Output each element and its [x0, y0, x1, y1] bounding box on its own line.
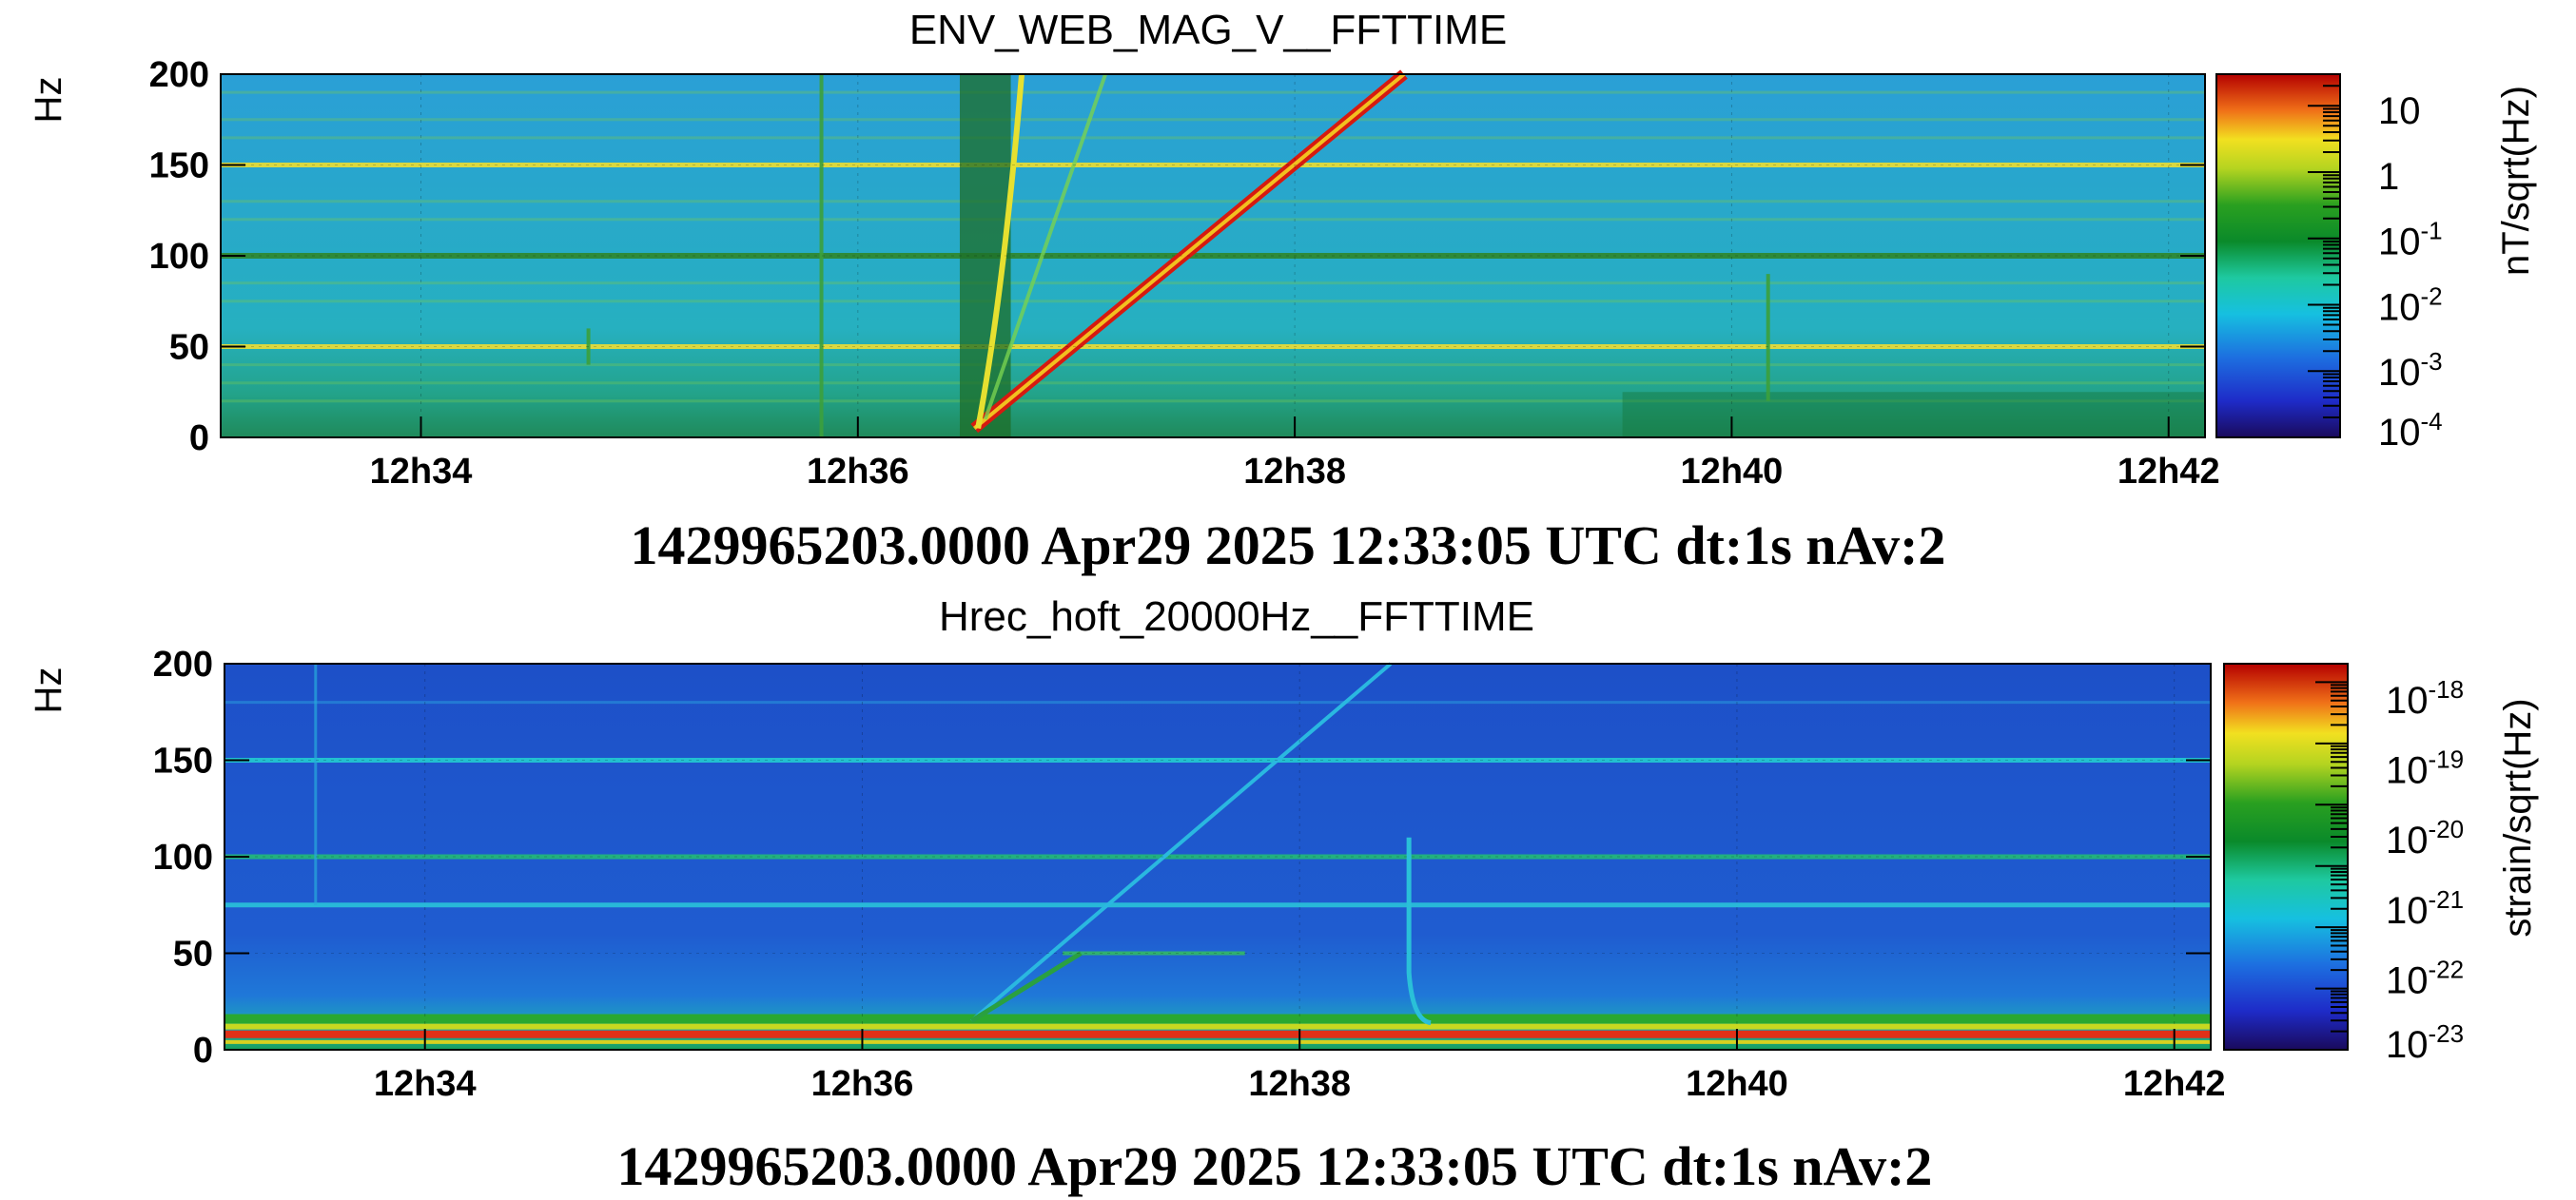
y-tick-label: 100 — [149, 237, 209, 277]
chirp — [970, 662, 1393, 1023]
panel-1-plot-area — [220, 69, 2206, 438]
colorbar-tick-label: 10-22 — [2386, 955, 2464, 1001]
panel-1-y-axis-label: Hz — [28, 77, 69, 124]
y-tick-label: 200 — [153, 645, 213, 685]
x-tick-label: 12h38 — [1243, 452, 1346, 492]
colorbar-tick-label: 10-2 — [2378, 281, 2443, 328]
y-tick-label: 150 — [149, 146, 209, 186]
panel-2-title: Hrec_hoft_20000Hz__FFTTIME — [939, 593, 1534, 640]
glitch — [1406, 837, 1432, 1026]
panel-2-colorbar-gradient — [2223, 663, 2349, 1051]
panel-1-colorbar-gradient — [2215, 73, 2341, 438]
y-tick-label: 0 — [193, 1031, 213, 1071]
y-tick-label: 200 — [149, 55, 209, 95]
x-tick-label: 12h36 — [807, 452, 909, 492]
x-tick-label: 12h42 — [2123, 1064, 2226, 1104]
panel-1-footer: 1429965203.0000 Apr29 2025 12:33:05 UTC … — [631, 514, 1946, 576]
colorbar-tick-label: 10 — [2378, 90, 2421, 132]
y-tick-label: 150 — [153, 742, 213, 782]
panel-2-y-ticks: 0 50 100 150 200 — [153, 645, 2211, 1071]
colorbar-tick-label: 1 — [2378, 156, 2399, 198]
x-tick-label: 12h36 — [811, 1064, 914, 1104]
y-tick-label: 50 — [173, 935, 213, 975]
panel-1: ENV_WEB_MAG_V__FFTTIME Hz 0 50 100 150 200 1… — [28, 7, 2537, 576]
panel-1-colorbar-label: nT/sqrt(Hz) — [2495, 86, 2537, 276]
colorbar-tick-label: 10-21 — [2386, 885, 2464, 932]
x-tick-label: 12h40 — [1686, 1064, 1788, 1104]
panel-1-title: ENV_WEB_MAG_V__FFTTIME — [909, 7, 1507, 53]
colorbar-tick-label: 10-1 — [2378, 217, 2443, 263]
low-freq-noise — [1622, 392, 2205, 437]
colorbar-tick-label: 10-18 — [2386, 675, 2464, 722]
colorbar-tick-label: 10-19 — [2386, 745, 2464, 792]
colorbar-tick-label: 10-3 — [2378, 347, 2443, 394]
panel-2-plot-area — [224, 662, 2212, 1051]
chirp-secondary — [983, 73, 1107, 420]
y-tick-label: 100 — [153, 838, 213, 878]
panel-2-y-axis-label: Hz — [28, 668, 69, 714]
panel-2-footer: 1429965203.0000 Apr29 2025 12:33:05 UTC … — [617, 1135, 1933, 1197]
panel-2: Hrec_hoft_20000Hz__FFTTIME Hz 0 50 100 150 2… — [28, 593, 2539, 1197]
x-tick-label: 12h34 — [374, 1064, 477, 1104]
panel-2-colorbar: 10-18 10-19 10-20 10-21 10-22 10-23 strain/sq… — [2223, 663, 2539, 1066]
panel-1-y-ticks: 0 50 100 150 200 — [149, 55, 2205, 458]
x-tick-label: 12h34 — [370, 452, 473, 492]
panel-1-x-ticks: 12h34 12h36 12h38 12h40 12h42 — [221, 73, 2220, 492]
x-tick-label: 12h38 — [1248, 1064, 1351, 1104]
y-tick-label: 50 — [169, 328, 209, 368]
y-tick-label: 0 — [189, 418, 209, 458]
colorbar-tick-label: 10-20 — [2386, 815, 2464, 861]
panel-2-x-ticks: 12h34 12h36 12h38 12h40 12h42 — [224, 663, 2226, 1104]
panel-2-colorbar-label: strain/sqrt(Hz) — [2497, 698, 2539, 937]
colorbar-tick-label: 10-23 — [2386, 1019, 2464, 1066]
colorbar-tick-label: 10-4 — [2378, 407, 2443, 454]
panel-1-colorbar-tick-labels: 10 1 10-1 10-2 10-3 10-4 — [2378, 90, 2443, 454]
chirp-root — [970, 951, 1083, 1023]
panel-2-colorbar-tick-labels: 10-18 10-19 10-20 10-21 10-22 10-23 — [2386, 675, 2464, 1066]
panel-1-colorbar: 10 1 10-1 10-2 10-3 10-4 nT/sqrt(Hz) — [2215, 73, 2537, 454]
x-tick-label: 12h42 — [2117, 452, 2220, 492]
chirp-main-edge — [973, 72, 1406, 430]
x-tick-label: 12h40 — [1681, 452, 1784, 492]
chirp-arc — [975, 73, 1025, 430]
